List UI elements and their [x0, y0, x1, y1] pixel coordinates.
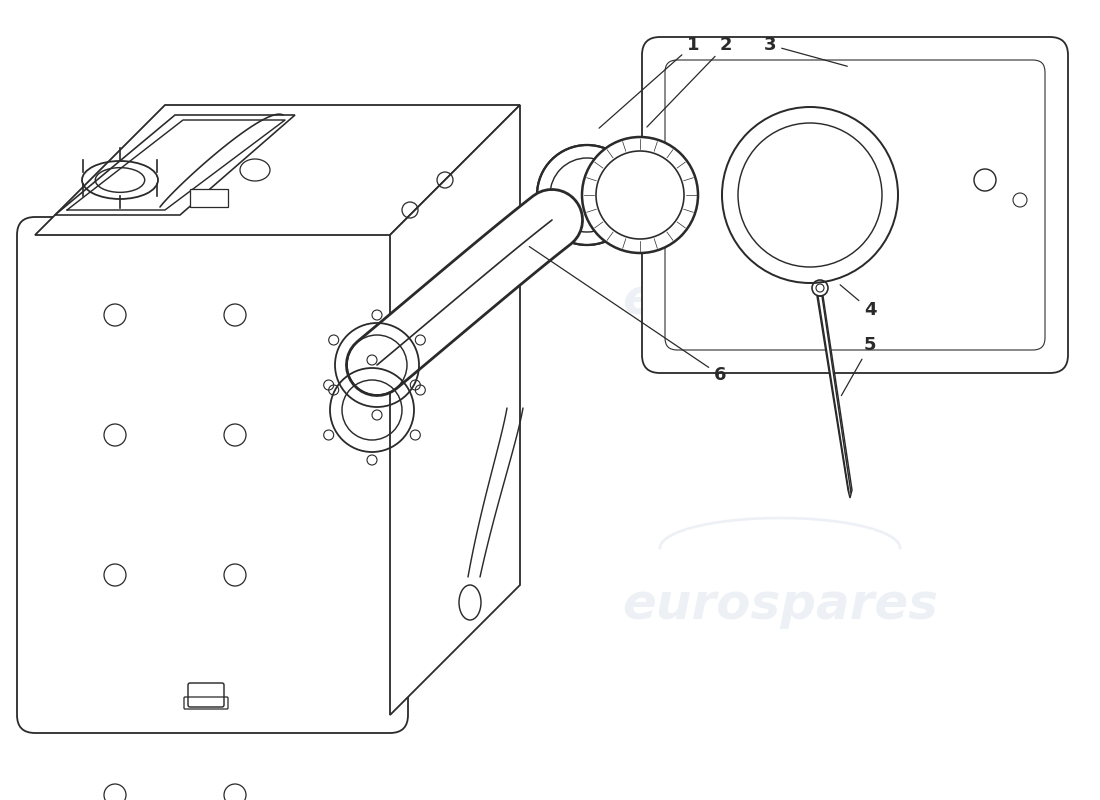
- Text: eurospares: eurospares: [621, 276, 938, 324]
- Text: 4: 4: [840, 285, 877, 319]
- FancyBboxPatch shape: [16, 217, 408, 733]
- Circle shape: [537, 145, 637, 245]
- Text: eurospares: eurospares: [72, 581, 388, 629]
- Text: 5: 5: [842, 336, 877, 395]
- Text: eurospares: eurospares: [621, 581, 938, 629]
- Text: 3: 3: [763, 36, 847, 66]
- Polygon shape: [190, 189, 228, 207]
- Text: 2: 2: [647, 36, 733, 127]
- Text: 1: 1: [600, 36, 700, 128]
- FancyBboxPatch shape: [642, 37, 1068, 373]
- Polygon shape: [817, 296, 852, 498]
- Polygon shape: [55, 115, 295, 215]
- Text: eurospares: eurospares: [72, 276, 388, 324]
- Text: 6: 6: [529, 246, 726, 384]
- Polygon shape: [390, 105, 520, 715]
- Circle shape: [582, 137, 698, 253]
- Polygon shape: [654, 50, 1055, 360]
- Polygon shape: [35, 105, 520, 235]
